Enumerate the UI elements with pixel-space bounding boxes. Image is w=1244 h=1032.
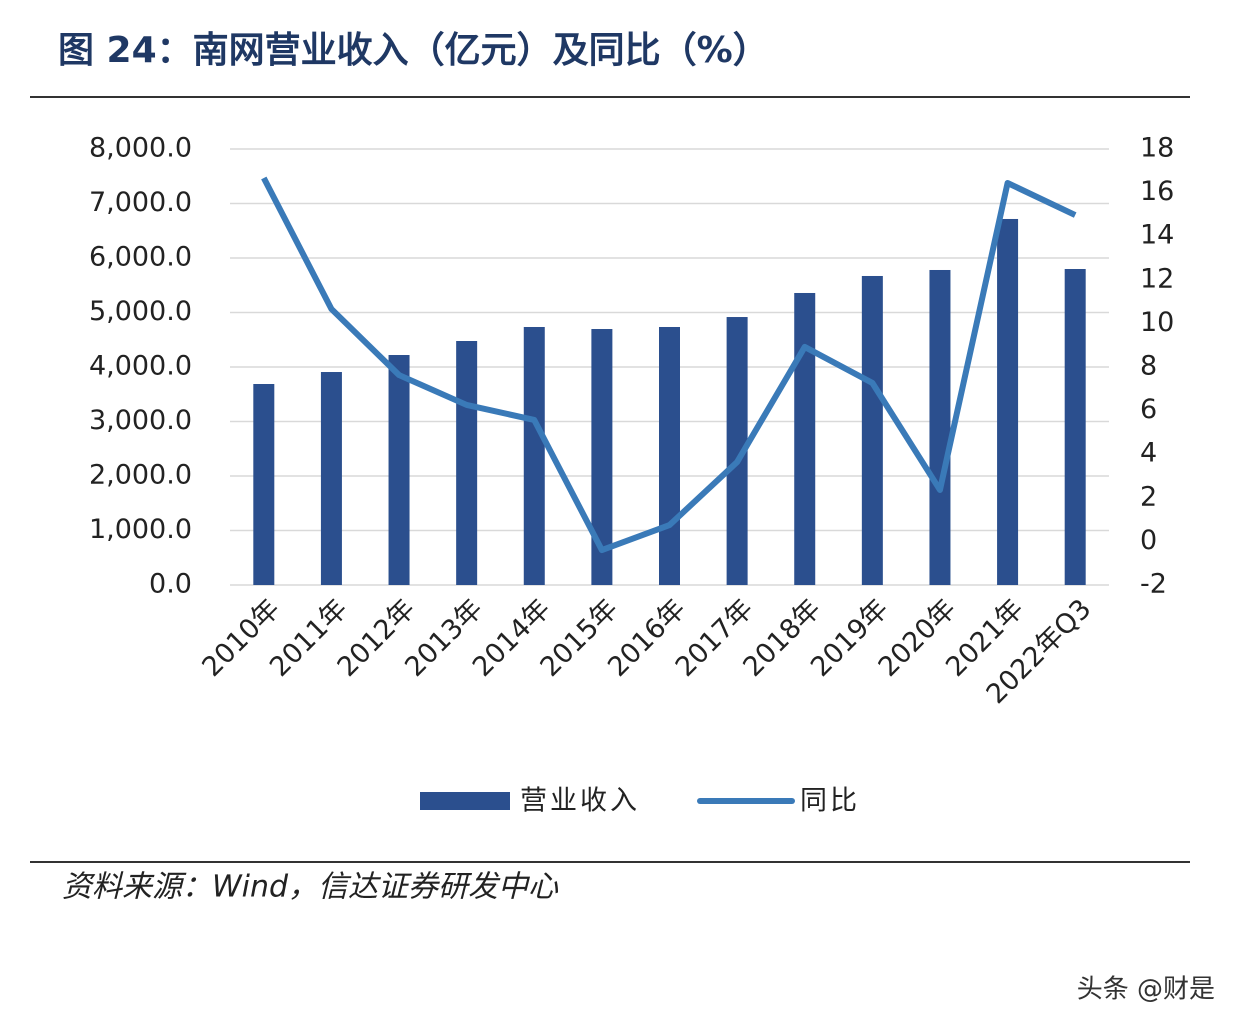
y2-tick-label: 6 (1140, 394, 1157, 425)
y2-tick-label: 16 (1140, 176, 1174, 207)
source: 资料来源：Wind，信达证券研发中心 (62, 870, 559, 905)
bar (523, 326, 545, 585)
y-tick-label: 6,000.0 (89, 242, 192, 273)
line (261, 176, 1077, 554)
bar (726, 317, 748, 585)
legend-swatch (420, 792, 510, 810)
bar (794, 292, 816, 585)
bar (861, 275, 883, 585)
bar (456, 341, 478, 585)
y2-tick-label: 4 (1140, 438, 1157, 469)
bar (659, 326, 680, 585)
y2-tick-label: 14 (1140, 220, 1174, 251)
bar (929, 269, 951, 585)
legend-label: 营业收入 (520, 786, 640, 817)
y-tick-label: 0.0 (149, 569, 192, 600)
y-tick-label: 5,000.0 (89, 296, 192, 327)
y-tick-label: 4,000.0 (89, 351, 192, 382)
chart-title: 图 24：南网营业收入（亿元）及同比（%） (58, 30, 769, 71)
y-tick-label: 7,000.0 (89, 187, 192, 218)
legend-label: 同比 (800, 786, 860, 817)
bar (388, 355, 410, 585)
y2-tick-label: -2 (1140, 569, 1167, 600)
bar (253, 384, 275, 585)
y2-tick-label: 0 (1140, 525, 1157, 556)
bar (320, 372, 342, 585)
bar (1064, 269, 1086, 585)
y-tick-label: 1,000.0 (89, 514, 192, 545)
y-tick-label: 2,000.0 (89, 460, 192, 491)
y2-tick-label: 10 (1140, 307, 1174, 338)
y-tick-label: 8,000.0 (89, 133, 192, 164)
y-tick-label: 3,000.0 (89, 405, 192, 436)
watermark: 头条 @财是 (1077, 975, 1215, 1005)
y2-tick-label: 18 (1140, 133, 1174, 164)
y2-tick-label: 8 (1140, 351, 1157, 382)
y2-tick-label: 12 (1140, 263, 1174, 294)
bar (591, 329, 613, 585)
y2-tick-label: 2 (1140, 481, 1157, 512)
bar (997, 218, 1019, 585)
